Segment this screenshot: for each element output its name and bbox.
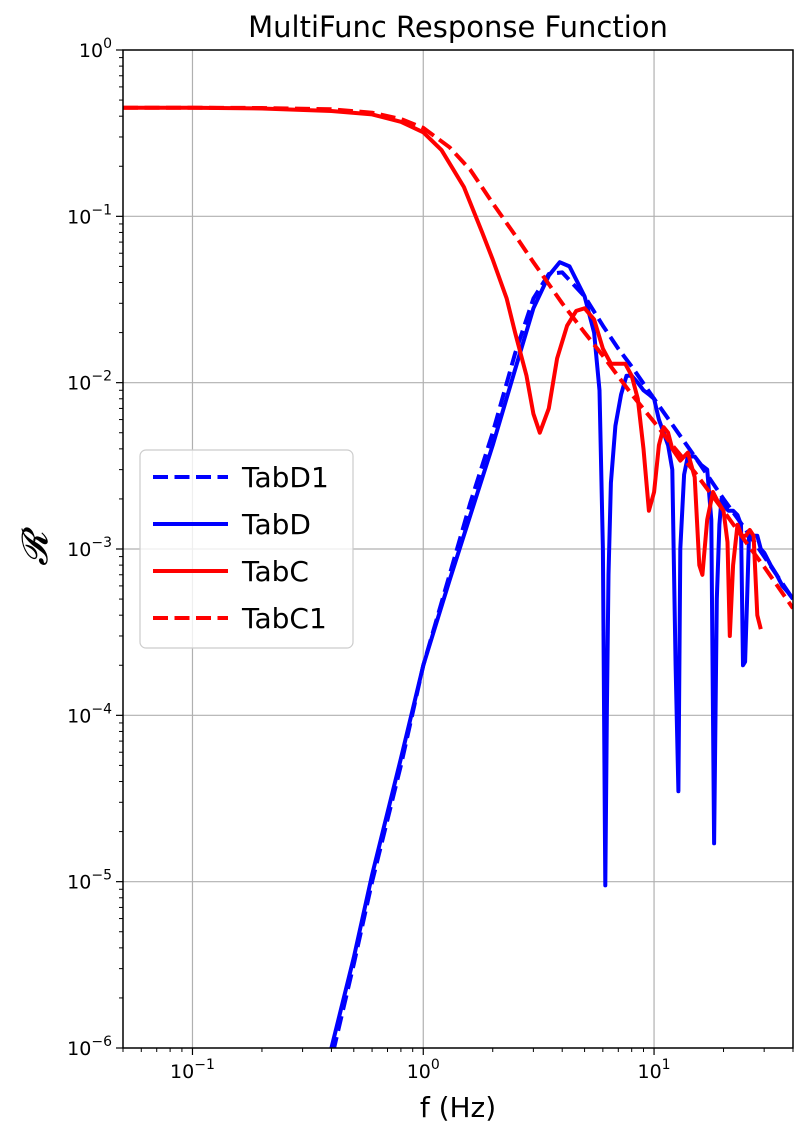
legend-label-tabd1: TabD1 (241, 461, 329, 494)
y-tick-label: 10−2 (67, 369, 112, 395)
series-line-tabd (329, 260, 793, 1048)
series-line-tabd1 (332, 270, 793, 1048)
y-tick-label: 10−6 (67, 1034, 112, 1060)
legend-label-tabc: TabC (241, 555, 309, 588)
series-line-tabc1 (123, 105, 793, 610)
legend: TabD1 TabD TabC TabC1 (139, 449, 354, 649)
x-tick-label: 10−1 (170, 1057, 215, 1083)
y-tick-label: 100 (79, 36, 112, 62)
y-tick-label: 10−5 (67, 868, 112, 894)
x-axis-label: f (Hz) (420, 1091, 496, 1124)
y-axis-label: 𝓡 (15, 526, 56, 566)
y-tick-label: 10−1 (67, 202, 112, 228)
legend-label-tabd: TabD (241, 508, 311, 541)
axis-ticks: 10−1 100 101 10−6 10−5 10−4 10−3 10−2 10−1 100 (67, 36, 794, 1083)
y-tick-label: 10−4 (67, 701, 112, 727)
x-tick-label: 100 (407, 1057, 440, 1083)
series-layer (123, 105, 793, 1048)
series-line-tabc (123, 105, 763, 638)
legend-box (139, 449, 354, 649)
y-tick-label: 10−3 (67, 535, 112, 561)
chart-title: MultiFunc Response Function (248, 10, 668, 44)
legend-label-tabc1: TabC1 (241, 602, 327, 635)
x-tick-label: 101 (637, 1057, 670, 1083)
